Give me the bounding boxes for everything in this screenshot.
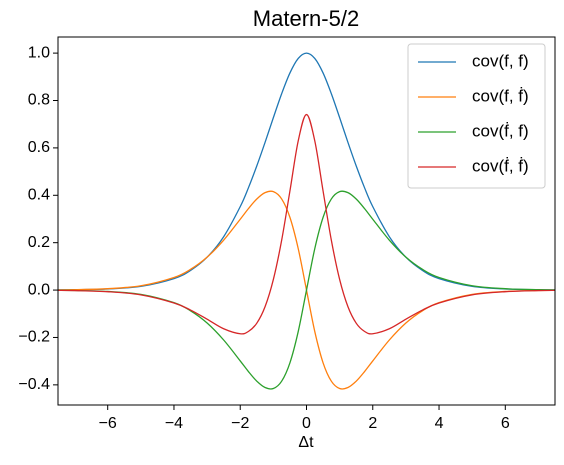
y-tick-label: 0.8 <box>28 92 50 109</box>
series-line <box>57 190 556 390</box>
legend-label: cov(ḟ, f) <box>472 121 529 140</box>
x-tick-label: −2 <box>231 415 249 432</box>
y-tick-label: 0.0 <box>28 281 50 298</box>
plot-frame <box>57 36 556 406</box>
x-tick-label: 0 <box>302 415 311 432</box>
legend-label: cov(ḟ, ḟ) <box>472 156 529 175</box>
x-tick-label: 4 <box>435 415 444 432</box>
series-line <box>57 52 556 291</box>
y-tick-label: 0.2 <box>28 234 50 251</box>
y-tick-label: 0.6 <box>28 139 50 156</box>
x-axis-label: Δt <box>298 434 314 451</box>
y-tick-label: 1.0 <box>28 44 50 61</box>
legend-label: cov(f, ḟ) <box>472 86 529 105</box>
chart-title: Matern-5/2 <box>253 6 359 31</box>
y-tick-label: −0.2 <box>18 329 50 346</box>
x-tick-label: 6 <box>501 415 510 432</box>
legend-label: cov(f, f) <box>472 51 529 70</box>
y-tick-label: 0.4 <box>28 187 50 204</box>
x-tick-label: −6 <box>99 415 117 432</box>
series-line <box>57 113 556 335</box>
x-tick-label: −4 <box>165 415 183 432</box>
legend-box <box>407 43 546 189</box>
x-tick-label: 2 <box>368 415 377 432</box>
y-tick-label: −0.4 <box>18 376 50 393</box>
